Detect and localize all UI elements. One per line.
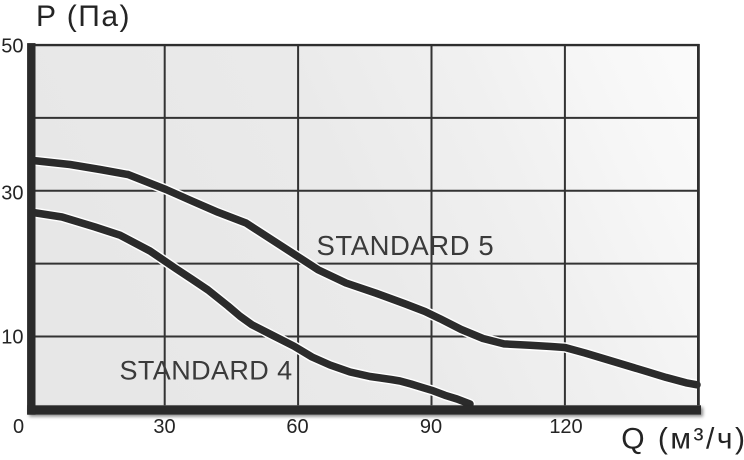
svg-text:50: 50 <box>1 35 23 57</box>
svg-text:0: 0 <box>13 416 24 438</box>
svg-text:P (Па): P (Па) <box>36 0 131 33</box>
svg-text:Q (м³/ч): Q (м³/ч) <box>621 423 744 456</box>
svg-text:STANDARD 5: STANDARD 5 <box>317 230 495 261</box>
svg-text:30: 30 <box>153 416 175 438</box>
svg-text:120: 120 <box>549 416 582 438</box>
svg-text:30: 30 <box>1 182 23 204</box>
svg-text:10: 10 <box>1 327 23 349</box>
svg-text:60: 60 <box>286 416 308 438</box>
svg-text:STANDARD 4: STANDARD 4 <box>120 356 293 386</box>
svg-text:90: 90 <box>420 416 442 438</box>
